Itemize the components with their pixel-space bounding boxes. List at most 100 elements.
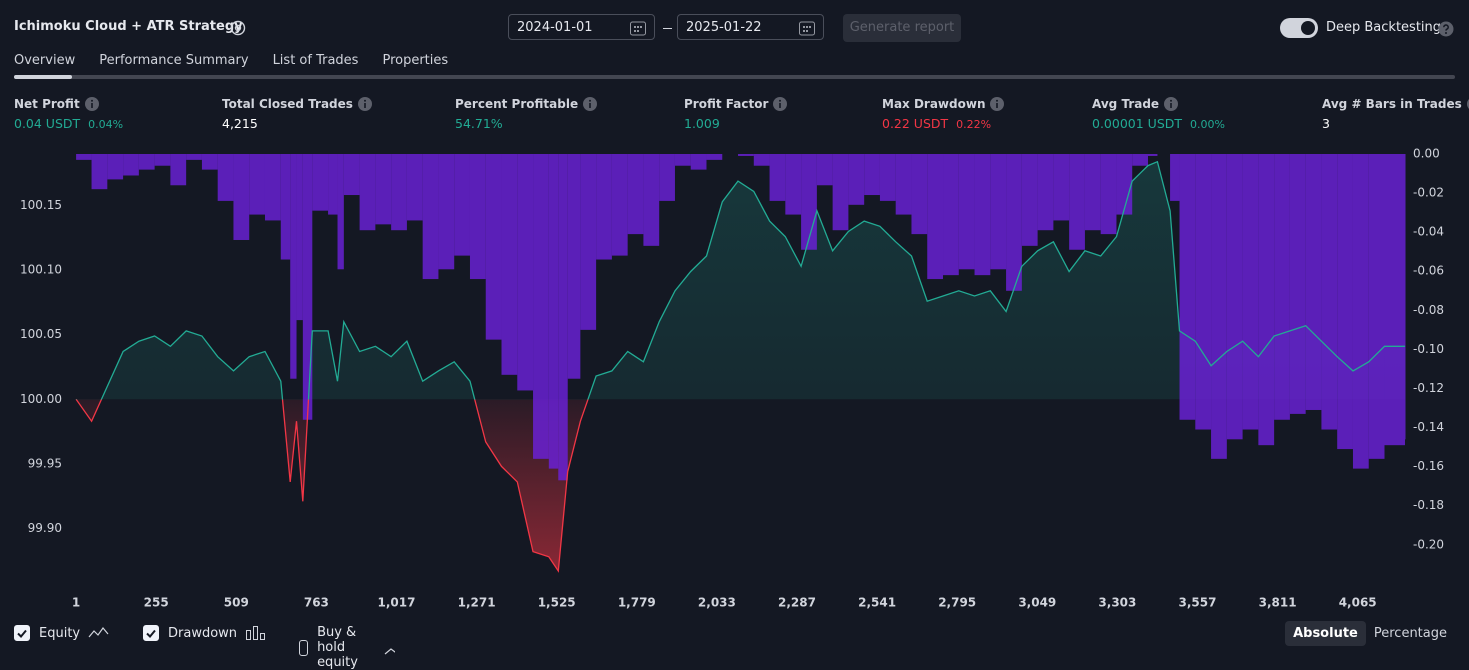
drawdown-bar [91,154,108,190]
y2-tick-label: -0.04 [1413,225,1444,239]
drawdown-bar [391,154,407,231]
metric-label: Max Drawdown [882,97,986,111]
metric-value-row: 0.22 USDT 0.22% [882,116,1004,131]
y-tick-label: 100.15 [20,198,62,212]
drawdown-bar [501,154,518,375]
generate-report-button[interactable]: Generate report [843,14,961,42]
x-tick-label: 3,049 [1018,596,1056,610]
help-icon[interactable] [1438,21,1454,37]
drawdown-bar [864,154,880,196]
metric-label: Avg # Bars in Trades [1322,97,1462,111]
drawdown-bar [170,154,187,186]
drawdown-bar [1100,154,1117,235]
equity-area [76,161,1405,571]
drawdown-bar [1195,154,1212,430]
drawdown-bar [422,154,439,280]
y2-tick-label: -0.10 [1413,342,1444,356]
drawdown-bar [1179,154,1196,420]
x-tick-label: 2,033 [698,596,736,610]
checkbox[interactable] [299,639,309,656]
info-icon[interactable] [1466,97,1469,111]
metric-value: 1.009 [684,116,720,131]
drawdown-bar [1242,154,1259,430]
drawdown-bar [249,154,265,215]
drawdown-bar [659,154,675,201]
metric-value: 3 [1322,116,1330,131]
drawdown-bar [1170,154,1180,201]
legend-icon [384,647,395,654]
info-icon[interactable] [773,97,788,111]
drawdown-bar [958,154,975,270]
calendar-icon [799,21,815,36]
scale-mode-button[interactable]: Percentage [1373,626,1447,641]
metric: Max Drawdown 0.22 USDT 0.22% [882,97,1005,131]
metric: Profit Factor 1.009 [684,97,788,131]
drawdown-bar [1258,154,1275,446]
tab-bar: Overview Performance Summary List of Trade… [14,53,448,68]
tab[interactable]: Performance Summary [99,53,249,68]
y2-tick-label: -0.20 [1413,537,1444,551]
x-tick-label: 2,287 [778,596,816,610]
x-tick-label: 1 [72,596,80,610]
tab-track [14,75,1455,79]
y2-tick-label: -0.14 [1413,420,1444,434]
drawdown-bar [1274,154,1290,420]
x-tick-label: 2,795 [938,596,976,610]
scale-mode-button[interactable]: Absolute [1285,621,1366,646]
settings-icon[interactable] [229,19,247,37]
info-icon[interactable] [84,97,99,111]
drawdown-bar [738,154,754,156]
drawdown-bar [201,154,218,170]
metric-percent: 0.00% [1190,118,1225,131]
metric: Net Profit 0.04 USDT 0.04% [14,97,123,131]
check-mark [17,629,27,638]
drawdown-bar [438,154,455,270]
scale-mode-switch: Absolute Percentage [1285,621,1455,646]
info-icon[interactable] [357,97,372,111]
x-tick-label: 1,779 [618,596,656,610]
checkbox[interactable] [14,625,30,641]
info-icon[interactable] [990,97,1005,111]
drawdown-bar [1352,154,1369,469]
y2-tick-label: -0.18 [1413,498,1444,512]
drawdown-bar [990,154,1007,270]
drawdown-bar [879,154,896,201]
end-date-input[interactable]: 2025-01-22 [677,14,824,40]
drawdown-bar [264,154,281,221]
tab[interactable]: List of Trades [272,53,359,68]
drawdown-bar [943,154,959,276]
drawdown-bar [785,154,802,215]
drawdown-bar [596,154,612,260]
drawdown-bar [290,154,297,379]
metric: Avg Trade 0.00001 USDT 0.00% [1092,97,1225,131]
y2-tick-label: -0.02 [1413,186,1444,200]
x-tick-label: 2,541 [858,596,896,610]
metric: Percent Profitable 54.71% [455,97,598,131]
drawdown-bar [1405,154,1406,440]
legend-item[interactable]: Equity [14,625,110,641]
metric-label: Profit Factor [684,97,769,111]
checkbox[interactable] [143,625,159,641]
info-icon[interactable] [583,97,598,111]
tab[interactable]: Properties [382,53,449,68]
start-date-input[interactable]: 2024-01-01 [508,14,655,40]
drawdown-bar [328,154,338,215]
info-icon[interactable] [1164,97,1179,111]
y2-tick-label: 0.00 [1413,147,1440,161]
toggle-knob [1301,21,1315,35]
metric-value-row: 1.009 [684,116,787,131]
x-tick-label: 3,557 [1179,596,1217,610]
deep-backtesting-toggle[interactable] [1280,18,1318,38]
drawdown-bar [643,154,660,246]
metric-value: 0.00001 USDT [1092,116,1183,131]
drawdown-bar [801,154,817,250]
drawdown-bar [895,154,912,215]
tab[interactable]: Overview [14,53,76,68]
drawdown-bar [1289,154,1306,414]
legend-item[interactable]: Drawdown [143,625,267,641]
drawdown-bar [533,154,549,459]
drawdown-bar [1147,154,1158,156]
y2-tick-label: -0.06 [1413,264,1444,278]
legend-item[interactable]: Buy & hold equity [299,625,395,670]
y-tick-label: 100.05 [20,327,62,341]
